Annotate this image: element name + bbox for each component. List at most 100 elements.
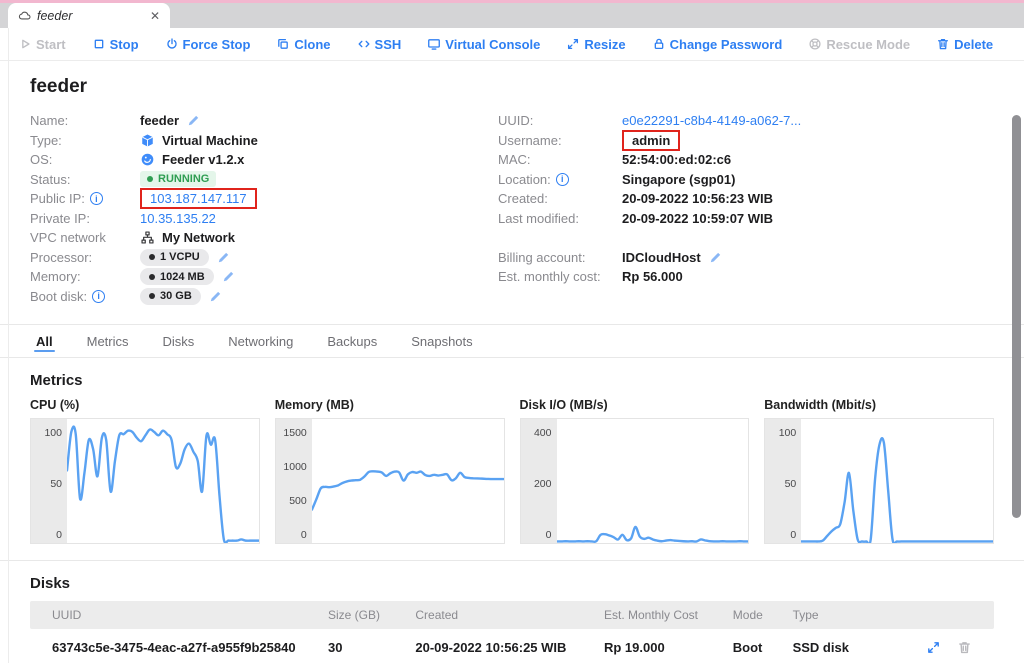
- chart-plot: [801, 419, 993, 543]
- vm-action-toolbar: Start Stop Force Stop Clone SSH Virtual Conso…: [0, 28, 1024, 61]
- spec-text: 1024 MB: [160, 270, 205, 283]
- toolbar-change-password-button[interactable]: Change Password: [652, 37, 782, 52]
- browser-tab-bar: feeder ✕: [0, 3, 1024, 28]
- detail-label: Public IP: i: [30, 191, 140, 206]
- cloud-icon: [18, 9, 31, 22]
- detail-value: 103.187.147.117: [140, 188, 257, 210]
- y-axis: 1500 1000 500 0: [275, 419, 312, 543]
- pencil-icon[interactable]: [216, 250, 231, 265]
- toolbar-stop-button[interactable]: Stop: [92, 37, 139, 52]
- detail-value-text: Virtual Machine: [162, 132, 258, 148]
- detail-value-text[interactable]: e0e22291-c8b4-4149-a062-7...: [622, 113, 802, 129]
- network-icon: [140, 230, 155, 245]
- pencil-icon[interactable]: [221, 269, 236, 284]
- section-tabs: All Metrics Disks Networking Backups Snapshot…: [34, 325, 990, 357]
- pencil-icon[interactable]: [186, 113, 201, 128]
- toolbar-ssh-button[interactable]: SSH: [357, 37, 401, 52]
- info-icon[interactable]: i: [92, 289, 106, 303]
- detail-label: Created:: [498, 191, 622, 206]
- col-header-size-gb: Size (GB): [328, 608, 381, 622]
- detail-label: Processor:: [30, 250, 140, 265]
- browser-tab-feeder[interactable]: feeder ✕: [8, 3, 170, 28]
- cell-mode: Boot: [732, 639, 763, 655]
- resize-disk-icon[interactable]: [926, 640, 941, 655]
- detail-value: admin: [622, 129, 681, 151]
- detail-value: 20-09-2022 10:56:23 WIB: [622, 191, 773, 206]
- detail-value: feeder: [140, 113, 201, 128]
- pencil-icon[interactable]: [208, 289, 223, 304]
- cell-type: SSD disk: [792, 639, 849, 655]
- tab-close-icon[interactable]: ✕: [149, 8, 160, 23]
- tab-backups[interactable]: Backups: [327, 333, 378, 349]
- chart-area: 100 50 0: [764, 418, 994, 544]
- detail-value-text[interactable]: 10.35.135.22: [140, 210, 216, 226]
- toolbar-force-stop-button[interactable]: Force Stop: [165, 37, 250, 52]
- tab-metrics[interactable]: Metrics: [86, 333, 129, 349]
- y-tick-label: 1000: [283, 461, 307, 474]
- detail-value: Feeder v1.2.x: [140, 152, 244, 167]
- detail-label: Billing account:: [498, 250, 622, 265]
- tab-snapshots[interactable]: Snapshots: [411, 333, 473, 349]
- vm-details: Name: feeder Type: Virtual Machine OS: Feeder…: [30, 111, 994, 306]
- detail-label-text: OS:: [30, 152, 53, 168]
- detail-label-text: Last modified:: [498, 210, 579, 226]
- tab-all[interactable]: All: [34, 325, 55, 357]
- detail-label-text: Private IP:: [30, 210, 90, 226]
- spec-pill: 1024 MB: [140, 268, 214, 286]
- stop-icon: [92, 37, 106, 51]
- toolbar-virtual-console-button[interactable]: Virtual Console: [427, 37, 540, 52]
- detail-label: Status:: [30, 172, 140, 187]
- delete-disk-icon[interactable]: [957, 640, 972, 655]
- chart-plot: [557, 419, 749, 543]
- toolbar-button-label: Resize: [584, 36, 626, 52]
- tab-title: feeder: [37, 8, 73, 23]
- monitor-icon: [427, 37, 441, 51]
- detail-label: Memory:: [30, 269, 140, 284]
- detail-label-text: MAC:: [498, 152, 531, 168]
- detail-row-billing-account: Billing account: IDCloudHost: [498, 248, 994, 268]
- cell-cost: Rp 19.000: [603, 639, 665, 655]
- detail-value: Singapore (sgp01): [622, 172, 735, 187]
- scrollbar-thumb[interactable]: [1012, 115, 1021, 518]
- annotation-red-box: 103.187.147.117: [140, 188, 257, 210]
- detail-label-text: Status:: [30, 171, 71, 187]
- toolbar-delete-button[interactable]: Delete: [936, 37, 993, 52]
- y-axis: 100 50 0: [765, 419, 802, 543]
- detail-row-est-monthly-cost: Est. monthly cost: Rp 56.000: [498, 267, 994, 287]
- lock-icon: [652, 37, 666, 51]
- detail-value-text: 20-09-2022 10:59:07 WIB: [622, 210, 774, 226]
- toolbar-button-label: Clone: [294, 36, 331, 52]
- info-icon[interactable]: i: [555, 172, 569, 186]
- toolbar-resize-button[interactable]: Resize: [566, 36, 626, 52]
- info-icon[interactable]: i: [89, 192, 103, 206]
- detail-label-text: Name:: [30, 113, 69, 129]
- line-series: [557, 419, 749, 543]
- table-row: 63743c5e-3475-4eac-a27f-a955f9b25840 30 20…: [30, 629, 994, 665]
- detail-value: 10.35.135.22: [140, 211, 216, 226]
- toolbar-clone-button[interactable]: Clone: [276, 36, 331, 52]
- code-icon: [357, 37, 371, 51]
- detail-value-text: My Network: [162, 230, 235, 246]
- detail-row-name: Name: feeder: [30, 111, 498, 131]
- detail-value-text: 52:54:00:ed:02:c6: [622, 152, 732, 168]
- detail-value: 20-09-2022 10:59:07 WIB: [622, 211, 773, 226]
- y-tick-label: 50: [50, 478, 62, 490]
- detail-label-text: Est. monthly cost:: [498, 269, 601, 285]
- chart-area: 1500 1000 500 0: [274, 418, 505, 544]
- detail-value: e0e22291-c8b4-4149-a062-7...: [622, 113, 801, 128]
- pencil-icon[interactable]: [708, 250, 723, 265]
- detail-label-text: Memory:: [30, 269, 81, 285]
- tab-networking[interactable]: Networking: [228, 333, 294, 349]
- detail-value-text[interactable]: 103.187.147.117: [150, 191, 247, 207]
- line-series: [801, 419, 993, 543]
- section-divider: [0, 560, 1024, 561]
- y-axis: 400 200 0: [520, 419, 557, 543]
- detail-row-status: Status: RUNNING: [30, 170, 498, 190]
- tab-disks[interactable]: Disks: [162, 333, 195, 349]
- detail-row-boot-disk: Boot disk: i 30 GB: [30, 287, 498, 307]
- detail-label: Name:: [30, 113, 140, 128]
- toolbar-button-label: Rescue Mode: [826, 36, 911, 52]
- metrics-charts: CPU (%) 100 50 0 Memory (MB) 1500 1000 500 0 Disk…: [30, 398, 994, 544]
- y-tick-label: 0: [545, 529, 552, 541]
- resize-icon: [566, 37, 580, 51]
